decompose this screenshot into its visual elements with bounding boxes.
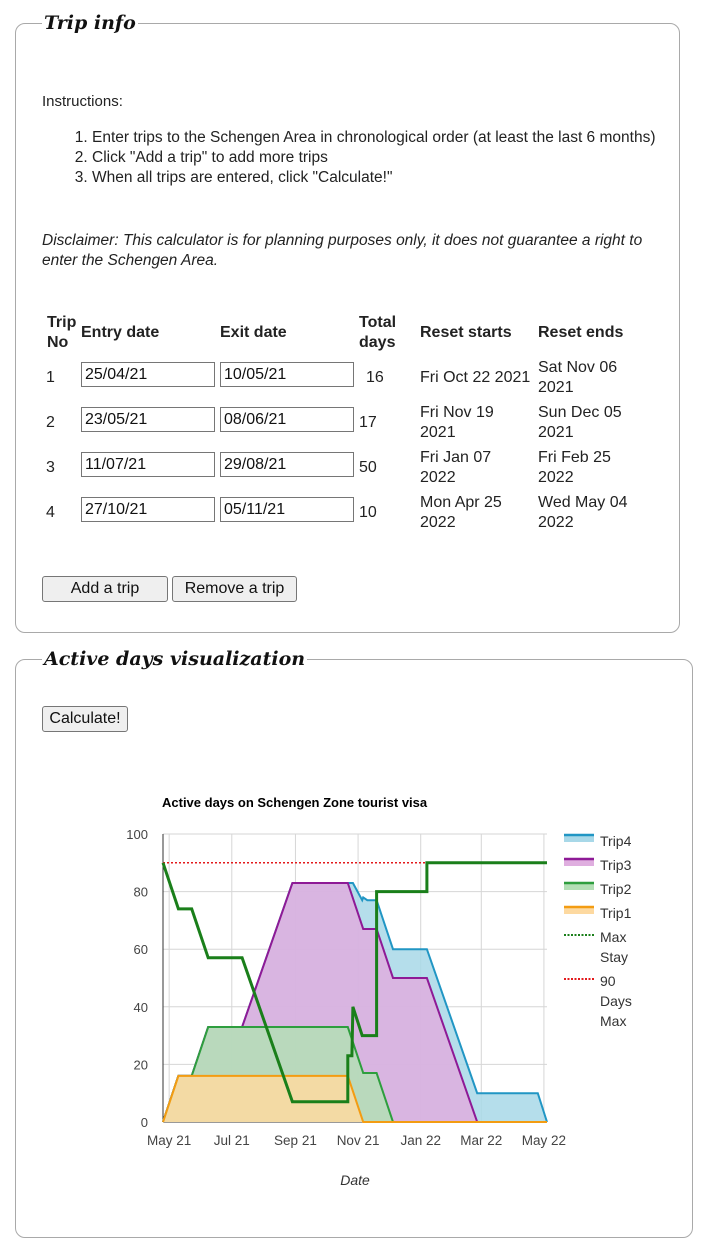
x-tick-label: Jan 22 bbox=[400, 1133, 441, 1148]
x-tick-label: May 21 bbox=[147, 1133, 191, 1148]
reset-starts: Fri Jan 07 2022 bbox=[420, 449, 492, 486]
y-tick-label: 40 bbox=[134, 1000, 148, 1015]
reset-ends: Sat Nov 06 2021 bbox=[538, 359, 618, 396]
entry-date-input[interactable] bbox=[81, 407, 215, 432]
y-tick-label: 80 bbox=[134, 885, 148, 900]
reset-starts: Fri Oct 22 2021 bbox=[420, 369, 531, 386]
total-days: 50 bbox=[359, 459, 377, 476]
legend-swatch-trip3 bbox=[564, 859, 594, 866]
chart-title: Active days on Schengen Zone tourist vis… bbox=[162, 795, 428, 810]
remove-trip-button[interactable]: Remove a trip bbox=[172, 576, 297, 602]
legend-label-limit: Days bbox=[600, 993, 632, 1009]
x-tick-label: May 22 bbox=[522, 1133, 566, 1148]
header-entry-date: Entry date bbox=[81, 324, 160, 341]
instruction-item: Enter trips to the Schengen Area in chro… bbox=[92, 128, 682, 148]
entry-date-input[interactable] bbox=[81, 452, 215, 477]
calculate-button[interactable]: Calculate! bbox=[42, 706, 128, 732]
header-trip-no: Trip No bbox=[47, 314, 77, 351]
trip-number: 1 bbox=[46, 369, 55, 386]
y-tick-label: 100 bbox=[126, 827, 148, 842]
total-days: 16 bbox=[366, 369, 384, 386]
add-trip-button[interactable]: Add a trip bbox=[42, 576, 168, 602]
header-reset-starts: Reset starts bbox=[420, 324, 512, 341]
trip-number: 2 bbox=[46, 414, 55, 431]
disclaimer-text: Disclaimer: This calculator is for plann… bbox=[42, 232, 643, 269]
max-stay-line bbox=[161, 861, 547, 1104]
legend-swatch-trip1 bbox=[564, 907, 594, 914]
instruction-item: When all trips are entered, click "Calcu… bbox=[92, 168, 682, 188]
total-days: 10 bbox=[359, 504, 377, 521]
visualization-legend: Active days visualization bbox=[44, 648, 306, 670]
x-tick-label: Jul 21 bbox=[214, 1133, 250, 1148]
trip-info-fieldset: Trip info bbox=[15, 12, 680, 633]
x-axis-label: Date bbox=[340, 1172, 370, 1188]
legend-label-limit: Max bbox=[600, 1013, 626, 1029]
reset-ends: Sun Dec 05 2021 bbox=[538, 404, 622, 441]
visualization-fieldset: Active days visualization bbox=[15, 648, 693, 1238]
reset-ends: Fri Feb 25 2022 bbox=[538, 449, 611, 486]
legend-label-trip4: Trip4 bbox=[600, 833, 632, 849]
legend-label-max-stay: Stay bbox=[600, 949, 628, 965]
reset-starts: Fri Nov 19 2021 bbox=[420, 404, 494, 441]
legend-label-max-stay: Max bbox=[600, 929, 626, 945]
instruction-item: Click "Add a trip" to add more trips bbox=[92, 148, 682, 168]
exit-date-input[interactable] bbox=[220, 452, 354, 477]
entry-date-input[interactable] bbox=[81, 497, 215, 522]
trip-number: 4 bbox=[46, 504, 55, 521]
legend-label-trip2: Trip2 bbox=[600, 881, 632, 897]
legend-swatch-trip4 bbox=[564, 835, 594, 842]
legend-swatch-trip2 bbox=[564, 883, 594, 890]
legend-label-limit: 90 bbox=[600, 973, 616, 989]
exit-date-input[interactable] bbox=[220, 497, 354, 522]
y-tick-label: 60 bbox=[134, 942, 148, 957]
entry-date-input[interactable] bbox=[81, 362, 215, 387]
reset-starts: Mon Apr 25 2022 bbox=[420, 494, 502, 531]
active-days-chart: Active days on Schengen Zone tourist vis… bbox=[126, 795, 632, 1188]
x-tick-label: Sep 21 bbox=[274, 1133, 317, 1148]
legend-label-trip1: Trip1 bbox=[600, 905, 632, 921]
total-days: 17 bbox=[359, 414, 377, 431]
trip-number: 3 bbox=[46, 459, 55, 476]
x-tick-label: Mar 22 bbox=[460, 1133, 502, 1148]
y-tick-label: 0 bbox=[141, 1115, 148, 1130]
trip-info-legend: Trip info bbox=[44, 12, 136, 34]
legend-label-trip3: Trip3 bbox=[600, 857, 632, 873]
x-tick-label: Nov 21 bbox=[337, 1133, 380, 1148]
header-reset-ends: Reset ends bbox=[538, 324, 624, 341]
instructions-label: Instructions: bbox=[42, 93, 123, 110]
y-tick-label: 20 bbox=[134, 1057, 148, 1072]
reset-ends: Wed May 04 2022 bbox=[538, 494, 628, 531]
header-exit-date: Exit date bbox=[220, 324, 287, 341]
instructions-list: Enter trips to the Schengen Area in chro… bbox=[42, 128, 682, 188]
exit-date-input[interactable] bbox=[220, 407, 354, 432]
header-total-days: Total days bbox=[359, 314, 397, 351]
exit-date-input[interactable] bbox=[220, 362, 354, 387]
